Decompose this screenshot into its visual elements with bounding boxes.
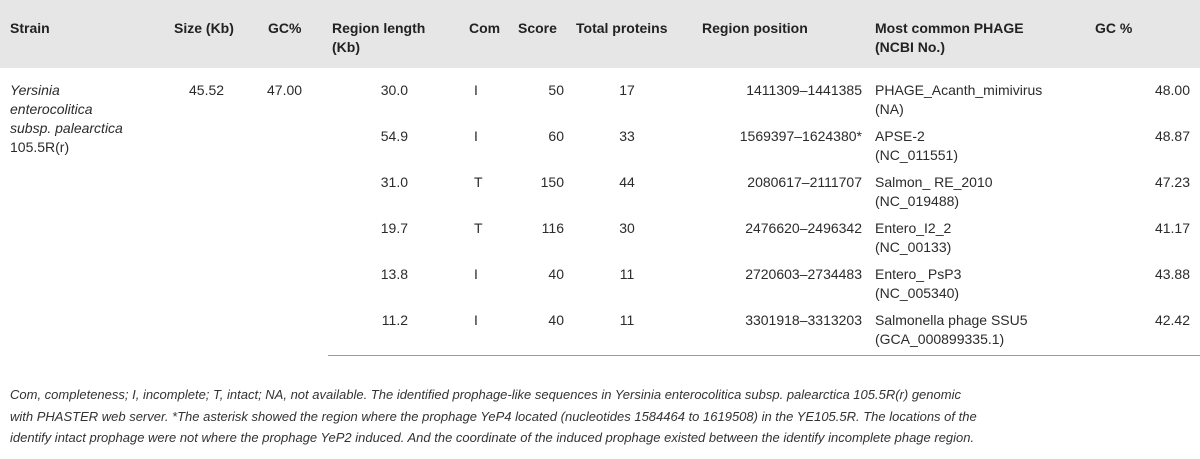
phage-cell: Salmonella phage SSU5 (GCA_000899335.1): [870, 304, 1095, 356]
phage-cell: PHAGE_Acanth_mimivirus (NA): [870, 68, 1095, 120]
strain-name-line: Yersinia: [10, 82, 60, 98]
phage-name: Entero_I2_2: [875, 220, 952, 236]
region-position-cell: 2720603–2734483: [745, 266, 862, 282]
score-cell: 116: [541, 220, 564, 236]
total-proteins-cell: 33: [619, 128, 635, 144]
phage-name: APSE-2: [875, 128, 925, 144]
gc2-cell: 48.87: [1154, 128, 1190, 144]
com-cell: I: [474, 266, 478, 282]
header-size: Size (Kb): [174, 20, 234, 36]
header-strain: Strain: [10, 20, 50, 36]
strain-name-line: enterocolitica: [10, 101, 93, 117]
phage-ncbi: (NC_005340): [875, 285, 960, 301]
total-proteins-cell: 11: [564, 304, 690, 356]
strain-name-line: subsp. palearctica: [10, 120, 123, 136]
com-cell: T: [474, 174, 483, 190]
table-footnote: Com, completeness; I, incomplete; T, int…: [10, 384, 1195, 449]
region-length-cell: 11.2: [328, 304, 456, 356]
region-position-cell: 1411309–1441385: [746, 82, 862, 98]
header-gc2: GC %: [1095, 20, 1133, 36]
total-proteins-cell: 11: [619, 266, 635, 282]
phage-ncbi: (NC_019488): [875, 193, 960, 209]
table-row: 31.0 T 150 44 2080617–2111707 Salmon_ RE_2010…: [0, 166, 1200, 212]
com-cell: I: [474, 128, 478, 144]
phage-cell: Salmon_ RE_2010 (NC_019488): [870, 166, 1095, 212]
table-row: 19.7 T 116 30 2476620–2496342 Entero_I2_2 (NC_…: [0, 212, 1200, 258]
phage-name: Salmonella phage SSU5: [875, 312, 1028, 328]
header-gc: GC%: [268, 20, 302, 36]
header-com: Com: [469, 20, 501, 36]
prophage-table: Strain Size (Kb) GC% Region length (Kb) …: [0, 0, 1200, 356]
region-length-cell: 31.0: [380, 174, 408, 190]
region-length-cell: 19.7: [380, 220, 408, 236]
gc2-cell: 43.88: [1154, 266, 1190, 282]
phage-cell: Entero_ PsP3 (NC_005340): [870, 258, 1095, 304]
footnote-line: identify intact prophage were not where …: [10, 430, 975, 445]
total-proteins-cell: 17: [619, 82, 635, 98]
phage-name: Entero_ PsP3: [875, 266, 962, 282]
score-cell: 40: [512, 304, 564, 356]
header-phage-line1: Most common PHAGE: [875, 20, 1024, 36]
score-cell: 40: [548, 266, 564, 282]
table-row: Yersinia enterocolitica subsp. palearctica…: [0, 68, 1200, 155]
region-length-cell: 13.8: [380, 266, 408, 282]
phage-name: PHAGE_Acanth_mimivirus: [875, 82, 1043, 98]
phage-ncbi: (NC_00133): [875, 239, 952, 255]
phage-name: Salmon_ RE_2010: [875, 174, 993, 190]
region-position-cell: 1569397–1624380*: [739, 128, 862, 144]
region-length-cell: 54.9: [380, 128, 408, 144]
header-total-proteins: Total proteins: [576, 20, 668, 36]
region-position-cell: 3301918–3313203: [690, 304, 870, 356]
strain-name-line: 105.5R(r): [10, 139, 70, 155]
region-position-cell: 2476620–2496342: [745, 220, 862, 236]
header-phage: Most common PHAGE (NCBI No.): [870, 0, 1095, 68]
phage-ncbi: (GCA_000899335.1): [875, 331, 1005, 347]
header-phage-line2: (NCBI No.): [875, 39, 945, 55]
header-region-position: Region position: [702, 20, 808, 36]
com-cell: I: [456, 304, 512, 356]
gc2-cell: 47.23: [1154, 174, 1190, 190]
phage-ncbi: (NA): [875, 101, 904, 117]
gc-cell: 47.00: [267, 82, 303, 98]
table-row: 11.2 I 40 11 3301918–3313203 Salmonella phage…: [0, 304, 1200, 356]
phage-ncbi: (NC_011551): [875, 147, 959, 163]
strain-cell: Yersinia enterocolitica subsp. palearctica…: [0, 68, 170, 356]
footnote-line: Com, completeness; I, incomplete; T, int…: [10, 387, 961, 402]
region-length-cell: 30.0: [380, 82, 408, 98]
gc2-cell: 48.00: [1154, 82, 1190, 98]
score-cell: 50: [548, 82, 564, 98]
com-cell: I: [474, 82, 478, 98]
size-cell: 45.52: [189, 82, 225, 98]
table-row: 54.9 I 60 33 1569397–1624380* APSE-2 (NC_01155…: [0, 120, 1200, 166]
gc2-cell: 42.42: [1095, 304, 1200, 356]
phage-cell: APSE-2 (NC_011551): [870, 120, 1095, 166]
total-proteins-cell: 30: [619, 220, 635, 236]
score-cell: 60: [548, 128, 564, 144]
region-position-cell: 2080617–2111707: [747, 174, 862, 190]
header-score: Score: [518, 20, 557, 36]
total-proteins-cell: 44: [619, 174, 635, 190]
score-cell: 150: [540, 174, 564, 190]
com-cell: T: [474, 220, 483, 236]
phage-cell: Entero_I2_2 (NC_00133): [870, 212, 1095, 258]
gc2-cell: 41.17: [1154, 220, 1190, 236]
table-header-row: Strain Size (Kb) GC% Region length (Kb) …: [0, 0, 1200, 68]
header-region-length: Region length (Kb): [332, 20, 426, 55]
footnote-line: with PHASTER web server. *The asterisk s…: [10, 408, 977, 424]
table-row: 13.8 I 40 11 2720603–2734483 Entero_ PsP3 (NC_…: [0, 258, 1200, 304]
